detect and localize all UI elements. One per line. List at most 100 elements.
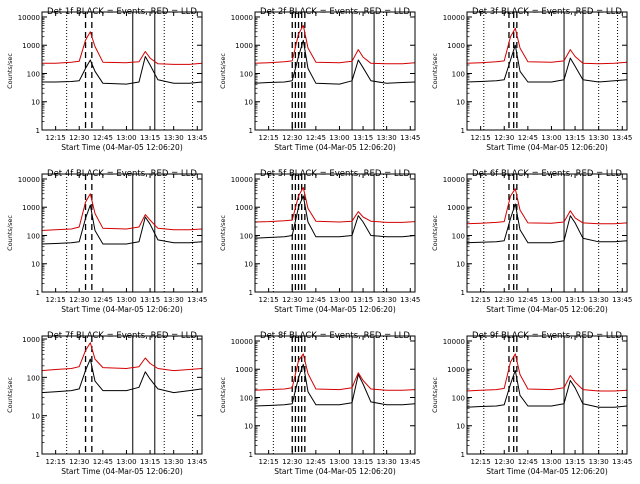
panel-8-xtick-label-5: 13:30 xyxy=(377,458,397,466)
panel-1-xtick-label-0: 12:15 xyxy=(46,134,66,142)
panel-6-xtick-label-2: 12:45 xyxy=(518,296,538,304)
panel-4-yaxis-label: Counts/sec xyxy=(6,215,14,251)
panel-2-xtick-label-5: 13:30 xyxy=(377,134,397,142)
panel-8-xtick-label-6: 13:45 xyxy=(400,458,420,466)
panel-7-xtick-label-5: 13:30 xyxy=(164,458,184,466)
panel-3-ytick-label-4: 10000 xyxy=(443,14,465,22)
panel-9-xtick-label-3: 13:00 xyxy=(541,458,561,466)
panel-4-xtick-label-4: 13:15 xyxy=(140,296,160,304)
panel-8-xtick-label-4: 13:15 xyxy=(353,458,373,466)
panel-3-ytick-label-1: 10 xyxy=(456,99,465,107)
panel-6-xtick-label-4: 13:15 xyxy=(565,296,585,304)
panel-2-events-line xyxy=(254,39,416,85)
panel-8-xaxis-label: Start Time (04-Mar-05 12:06:20) xyxy=(274,467,396,476)
panel-1-events-line xyxy=(41,56,203,85)
panel-3-ytick-label-2: 100 xyxy=(452,70,465,78)
panel-2-xtick-label-6: 13:45 xyxy=(400,134,420,142)
panel-5-events-line xyxy=(254,195,416,239)
panel-1-xtick-label-3: 13:00 xyxy=(116,134,136,142)
panel-2-ytick-label-0: 1 xyxy=(249,127,253,135)
panel-1-ytick-label-2: 100 xyxy=(27,70,40,78)
panel-5-plot-frame xyxy=(254,173,416,293)
panel-9-xtick-label-0: 12:15 xyxy=(471,458,491,466)
panel-7-xaxis-label: Start Time (04-Mar-05 12:06:20) xyxy=(61,467,183,476)
panel-7-xtick-label-2: 12:45 xyxy=(93,458,113,466)
panel-3-xtick-label-5: 13:30 xyxy=(589,134,609,142)
panel-4-lld-line xyxy=(41,193,203,231)
panel-6-plot-frame xyxy=(466,173,628,293)
panel-9-xaxis-label: Start Time (04-Mar-05 12:06:20) xyxy=(486,467,608,476)
panel-5-ytick-label-0: 1 xyxy=(249,289,253,297)
panel-5-ytick-label-1: 10 xyxy=(244,261,253,269)
panel-8-xtick-label-1: 12:30 xyxy=(282,458,302,466)
panel-7-xtick-label-0: 12:15 xyxy=(46,458,66,466)
panel-3-xtick-label-1: 12:30 xyxy=(494,134,514,142)
panel-2-xtick-label-4: 13:15 xyxy=(353,134,373,142)
panel-1-xaxis-label: Start Time (04-Mar-05 12:06:20) xyxy=(61,143,183,152)
panel-6-ytick-label-2: 100 xyxy=(452,232,465,240)
panel-1-xtick-label-5: 13:30 xyxy=(164,134,184,142)
panel-4-xtick-label-6: 13:45 xyxy=(187,296,207,304)
panel-5-xtick-label-0: 12:15 xyxy=(259,296,279,304)
panel-9-ytick-label-3: 1000 xyxy=(447,366,465,374)
panel-7-plot-frame xyxy=(41,335,203,455)
panel-8-xtick-label-3: 13:00 xyxy=(329,458,349,466)
panel-3-xtick-label-4: 13:15 xyxy=(565,134,585,142)
panel-7-ytick-label-0: 1 xyxy=(36,451,40,459)
panel-2-xtick-label-3: 13:00 xyxy=(329,134,349,142)
panel-8-plot-frame xyxy=(254,335,416,455)
panel-6-xtick-label-3: 13:00 xyxy=(541,296,561,304)
panel-9-events-line xyxy=(466,370,628,408)
panel-1-ytick-label-3: 1000 xyxy=(22,42,40,50)
panel-4-xtick-label-3: 13:00 xyxy=(116,296,136,304)
panel-3-xtick-label-3: 13:00 xyxy=(541,134,561,142)
panel-1-yaxis-label: Counts/sec xyxy=(6,53,14,89)
panel-3-yaxis-label: Counts/sec xyxy=(431,53,439,89)
panel-2-plot-frame xyxy=(254,11,416,131)
panel-4-ytick-label-2: 100 xyxy=(27,232,40,240)
panel-2-xaxis-label: Start Time (04-Mar-05 12:06:20) xyxy=(274,143,396,152)
panel-5-xaxis-label: Start Time (04-Mar-05 12:06:20) xyxy=(274,305,396,314)
panel-4-ytick-label-0: 1 xyxy=(36,289,40,297)
panel-2-ytick-label-1: 10 xyxy=(244,99,253,107)
panel-5-xtick-label-4: 13:15 xyxy=(353,296,373,304)
panel-2-ytick-label-4: 10000 xyxy=(231,14,253,22)
panel-5-ytick-label-3: 1000 xyxy=(235,204,253,212)
panel-6-xtick-label-1: 12:30 xyxy=(494,296,514,304)
panel-6-xtick-label-6: 13:45 xyxy=(612,296,632,304)
panel-9-lld-line xyxy=(466,353,628,392)
panel-8-ytick-label-1: 10 xyxy=(244,423,253,431)
panel-8-yaxis-label: Counts/sec xyxy=(219,377,227,413)
panel-7-ytick-label-2: 100 xyxy=(27,374,40,382)
panel-2-yaxis-label: Counts/sec xyxy=(219,53,227,89)
panel-2-lld-line xyxy=(254,25,416,65)
panel-5-xtick-label-5: 13:30 xyxy=(377,296,397,304)
panel-5-ytick-label-4: 10000 xyxy=(231,176,253,184)
panel-7-xtick-label-3: 13:00 xyxy=(116,458,136,466)
panel-7-ytick-label-3: 1000 xyxy=(22,336,40,344)
panel-3-ytick-label-0: 1 xyxy=(461,127,465,135)
panel-5-xtick-label-6: 13:45 xyxy=(400,296,420,304)
panel-2-xtick-label-1: 12:30 xyxy=(282,134,302,142)
panel-4-ytick-label-3: 1000 xyxy=(22,204,40,212)
panel-1-xtick-label-4: 13:15 xyxy=(140,134,160,142)
panel-6-ytick-label-4: 10000 xyxy=(443,176,465,184)
panel-9-ytick-label-0: 1 xyxy=(461,451,465,459)
panel-3-ytick-label-3: 1000 xyxy=(447,42,465,50)
panel-8-ytick-label-2: 100 xyxy=(240,394,253,402)
panel-5-ytick-label-2: 100 xyxy=(240,232,253,240)
panel-8-ytick-label-4: 10000 xyxy=(231,338,253,346)
panel-3-xtick-label-0: 12:15 xyxy=(471,134,491,142)
panel-3-events-line xyxy=(466,44,628,83)
panel-3-xtick-label-2: 12:45 xyxy=(518,134,538,142)
panel-7-xtick-label-6: 13:45 xyxy=(187,458,207,466)
panel-5-xtick-label-1: 12:30 xyxy=(282,296,302,304)
panel-8-ytick-label-3: 1000 xyxy=(235,366,253,374)
panel-8-xtick-label-2: 12:45 xyxy=(306,458,326,466)
panel-5-yaxis-label: Counts/sec xyxy=(219,215,227,251)
panel-4-plot-frame xyxy=(41,173,203,293)
panel-2-ytick-label-2: 100 xyxy=(240,70,253,78)
panel-4-xaxis-label: Start Time (04-Mar-05 12:06:20) xyxy=(61,305,183,314)
panel-9-yaxis-label: Counts/sec xyxy=(431,377,439,413)
